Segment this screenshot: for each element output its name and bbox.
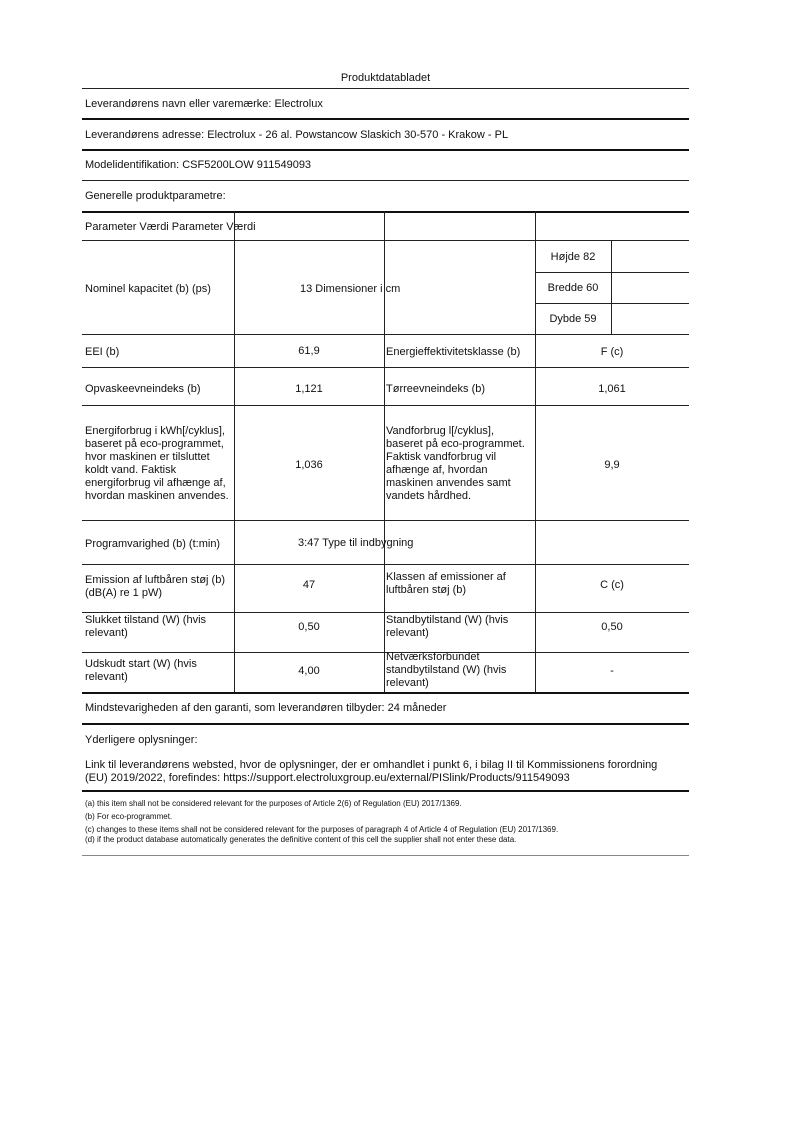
general-params-heading: Generelle produktparametre: [85, 190, 226, 202]
label-line: Emission af luftbåren støj (b) [85, 574, 225, 586]
standby-label: Standbytilstand (W) (hvis relevant) [386, 614, 508, 640]
label-line: koldt vand. Faktisk [85, 464, 177, 476]
table-header: Parameter Værdi Parameter Værdi [85, 221, 256, 233]
label-line: baseret på eco-programmet, [85, 438, 224, 450]
label-line: maskinen anvendes samt [386, 477, 511, 489]
delay-start-label: Udskudt start (W) (hvis relevant) [85, 658, 197, 684]
capacity-value: 13 Dimensioner i cm [300, 283, 401, 295]
label-line: relevant) [85, 627, 128, 639]
footnote: (a) this item shall not be considered re… [85, 799, 462, 808]
noise-class-label: Klassen af emissioner af luftbåren støj (… [386, 571, 506, 597]
noise-class-value: C (c) [600, 579, 624, 591]
noise-label: Emission af luftbåren støj (b) (dB(A) re … [85, 574, 225, 600]
footnote: (c) changes to these items shall not be … [85, 825, 559, 834]
noise-value: 47 [302, 579, 316, 591]
footnote: (b) For eco-programmet. [85, 812, 173, 821]
off-mode-value: 0,50 [298, 621, 320, 633]
energy-consumption-label: Energiforbrug i kWh[/cyklus], baseret på … [85, 425, 229, 503]
network-standby-label: Netværksforbundet standbytilstand (W) (hv… [386, 651, 506, 690]
energy-class-value: F (c) [600, 346, 624, 358]
label-line: Netværksforbundet [386, 651, 480, 663]
capacity-label: Nominel kapacitet (b) (ps) [85, 283, 211, 295]
wash-index-value: 1,121 [295, 383, 323, 395]
depth-value: Dybde 59 [549, 313, 597, 325]
label-line: Klassen af emissioner af [386, 571, 506, 583]
program-duration-label: Programvarighed (b) (t:min) [85, 538, 221, 550]
label-line: luftbåren støj (b) [386, 584, 467, 596]
water-consumption-label: Vandforbrug l[/cyklus], baseret på eco-pr… [386, 425, 525, 503]
label-line: standbytilstand (W) (hvis [386, 664, 507, 676]
link-url-line[interactable]: (EU) 2019/2022, forefindes: https://supp… [85, 772, 570, 784]
page-title: Produktdatabladet [340, 72, 431, 84]
label-line: Vandforbrug l[/cyklus], [386, 425, 495, 437]
label-line: relevant) [85, 671, 128, 683]
label-line: energiforbrug vil afhænge af, [85, 477, 226, 489]
delay-start-value: 4,00 [298, 665, 320, 677]
program-duration-value: 3:47 Type til indbygning [298, 537, 414, 549]
footnote: (d) if the product database automaticall… [85, 835, 517, 844]
label-line: relevant) [386, 627, 429, 639]
network-standby-value: - [610, 665, 614, 677]
link-text: Link til leverandørens websted, hvor de … [85, 759, 657, 785]
eei-value: 61,9 [298, 345, 320, 357]
label-line: vandets hårdhed. [386, 490, 472, 502]
label-line: Energiforbrug i kWh[/cyklus], [85, 425, 225, 437]
standby-value: 0,50 [601, 621, 623, 633]
water-consumption-value: 9,9 [604, 459, 620, 471]
label-line: Faktisk vandforbrug vil [386, 451, 497, 463]
supplier-address: Leverandørens adresse: Electrolux - 26 a… [85, 129, 509, 141]
height-value: Højde 82 [550, 251, 596, 263]
label-line: Slukket tilstand (W) (hvis [85, 614, 207, 626]
width-value: Bredde 60 [547, 282, 599, 294]
label-line: hvor maskinen er tilsluttet [85, 451, 210, 463]
eei-label: EEI (b) [85, 346, 120, 358]
supplier-name: Leverandørens navn eller varemærke: Elec… [85, 98, 323, 110]
model-id: Modelidentifikation: CSF5200LOW 91154909… [85, 159, 312, 171]
additional-info-heading: Yderligere oplysninger: [85, 734, 198, 746]
dry-index-value: 1,061 [598, 383, 626, 395]
label-line: (dB(A) re 1 pW) [85, 587, 163, 599]
label-line: hvordan maskinen anvendes. [85, 490, 229, 502]
wash-index-label: Opvaskeevneindeks (b) [85, 383, 201, 395]
label-line: Standbytilstand (W) (hvis [386, 614, 509, 626]
off-mode-label: Slukket tilstand (W) (hvis relevant) [85, 614, 206, 640]
label-line: Udskudt start (W) (hvis [85, 658, 197, 670]
footnotes: (a) this item shall not be considered re… [85, 799, 558, 845]
label-line: afhænge af, hvordan [386, 464, 488, 476]
dry-index-label: Tørreevneindeks (b) [386, 383, 486, 395]
link-line: Link til leverandørens websted, hvor de … [85, 759, 658, 771]
warranty-text: Mindstevarigheden af den garanti, som le… [85, 702, 447, 714]
energy-consumption-value: 1,036 [295, 459, 323, 471]
label-line: baseret på eco-programmet. [386, 438, 525, 450]
energy-class-label: Energieffektivitetsklasse (b) [386, 346, 521, 358]
label-line: relevant) [386, 677, 429, 689]
